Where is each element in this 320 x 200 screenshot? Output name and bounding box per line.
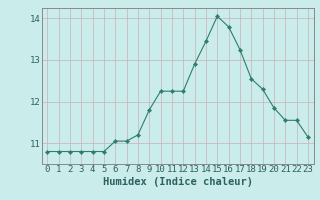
X-axis label: Humidex (Indice chaleur): Humidex (Indice chaleur) [103,177,252,187]
